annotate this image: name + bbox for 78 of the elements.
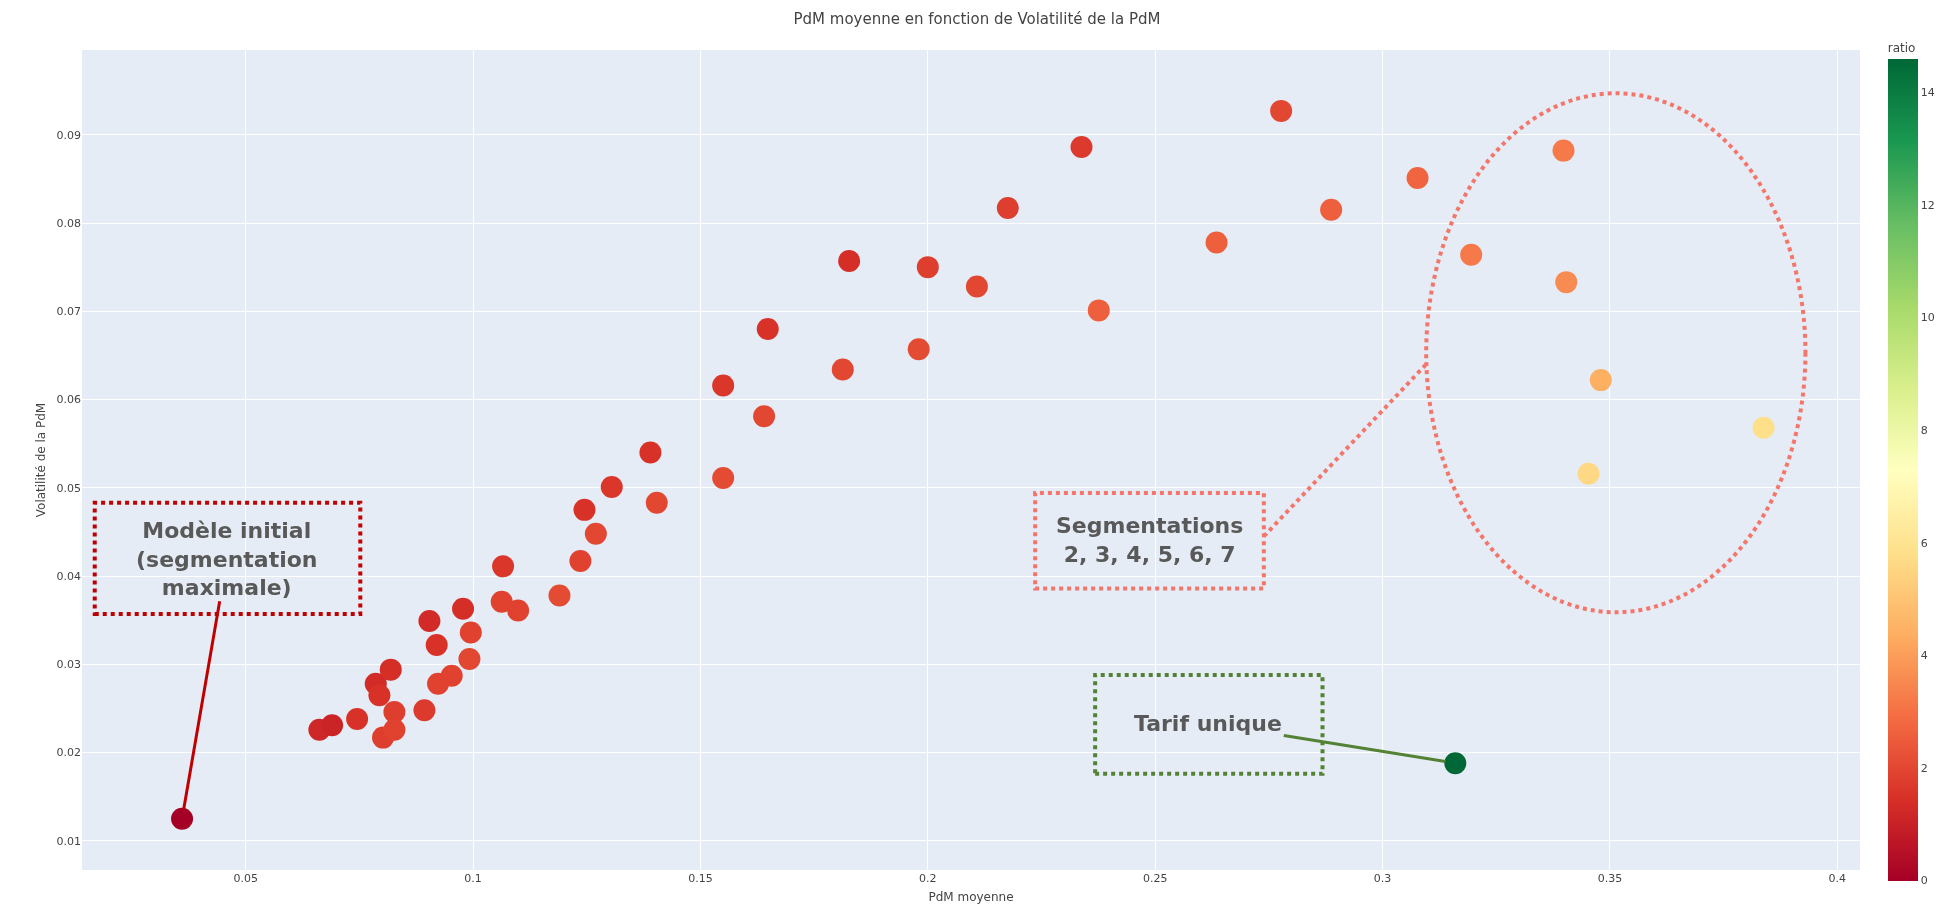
point bbox=[418, 610, 441, 633]
point bbox=[452, 597, 475, 620]
point bbox=[1444, 752, 1467, 775]
point bbox=[965, 275, 988, 298]
point bbox=[712, 467, 735, 490]
color-bar-label: 8 bbox=[1920, 423, 1928, 437]
point bbox=[425, 633, 448, 656]
x-tick-label: 0.15 bbox=[688, 872, 713, 885]
annotation: Modèle initial (segmentation maximale) bbox=[136, 518, 318, 601]
point bbox=[1406, 166, 1429, 189]
point bbox=[492, 555, 515, 578]
point bbox=[1577, 462, 1600, 485]
color-bar-label: 10 bbox=[1920, 311, 1935, 325]
point bbox=[831, 358, 854, 381]
point bbox=[573, 498, 596, 521]
color-bar-label: 12 bbox=[1920, 198, 1935, 212]
point bbox=[1460, 243, 1483, 266]
y-tick-label: 0.02 bbox=[56, 746, 81, 760]
color-bar-title: ratio bbox=[1887, 40, 1916, 55]
x-tick-label: 0.2 bbox=[919, 872, 937, 885]
x-axis-title: PdM moyenne bbox=[928, 889, 1014, 904]
x-tick-label: 0.3 bbox=[1373, 872, 1392, 885]
x-tick-label: 0.05 bbox=[233, 872, 258, 885]
point bbox=[171, 807, 194, 830]
point bbox=[1070, 136, 1093, 159]
y-axis-title: Volatilité de la PdM bbox=[33, 402, 48, 518]
point bbox=[459, 621, 482, 644]
y-tick-label: 0.05 bbox=[56, 481, 81, 495]
point bbox=[712, 374, 735, 397]
point bbox=[548, 584, 571, 607]
point bbox=[1320, 198, 1343, 221]
point bbox=[756, 317, 779, 340]
point bbox=[321, 714, 344, 737]
point bbox=[996, 197, 1019, 219]
color-bar-label: 14 bbox=[1920, 86, 1935, 100]
point bbox=[1752, 416, 1775, 439]
point bbox=[1589, 369, 1612, 392]
point bbox=[379, 658, 402, 681]
point bbox=[907, 338, 930, 361]
point bbox=[600, 475, 623, 498]
color-bar-label: 4 bbox=[1920, 649, 1928, 663]
annotation: Segmentations 2, 3, 4, 5, 6, 7 bbox=[1056, 513, 1244, 567]
point bbox=[490, 590, 513, 613]
point bbox=[507, 599, 530, 622]
point bbox=[383, 718, 406, 741]
x-tick-label: 0.25 bbox=[1142, 872, 1168, 885]
color-bar-label: 0 bbox=[1920, 874, 1928, 888]
x-tick-label: 0.35 bbox=[1597, 872, 1623, 885]
point bbox=[440, 664, 463, 687]
point bbox=[368, 684, 391, 707]
x-tick-label: 0.4 bbox=[1828, 872, 1847, 885]
point bbox=[1552, 139, 1575, 162]
point bbox=[1555, 271, 1578, 294]
color-bar-label: 6 bbox=[1920, 536, 1928, 550]
point bbox=[458, 648, 481, 671]
point bbox=[916, 256, 939, 279]
point bbox=[1087, 299, 1110, 322]
point bbox=[569, 550, 592, 573]
point bbox=[838, 249, 861, 272]
point bbox=[584, 522, 607, 545]
point bbox=[1205, 231, 1228, 254]
y-tick-label: 0.07 bbox=[56, 305, 81, 319]
y-tick-label: 0.03 bbox=[56, 658, 81, 672]
point bbox=[639, 441, 662, 464]
point bbox=[645, 491, 668, 514]
y-tick-label: 0.08 bbox=[56, 216, 81, 230]
chart-title: PdM moyenne en fonction de Volatilité de la PdM bbox=[793, 10, 1161, 29]
point bbox=[346, 708, 369, 731]
y-tick-label: 0.06 bbox=[56, 393, 81, 407]
y-tick-label: 0.01 bbox=[56, 834, 81, 848]
point bbox=[1270, 99, 1293, 122]
color-bar-label: 2 bbox=[1920, 761, 1928, 775]
point bbox=[413, 699, 436, 722]
y-tick-label: 0.09 bbox=[56, 128, 81, 142]
y-tick-label: 0.04 bbox=[56, 569, 81, 583]
point bbox=[753, 405, 776, 428]
x-tick-label: 0.1 bbox=[464, 872, 482, 885]
annotation: Tarif unique bbox=[1134, 711, 1282, 736]
